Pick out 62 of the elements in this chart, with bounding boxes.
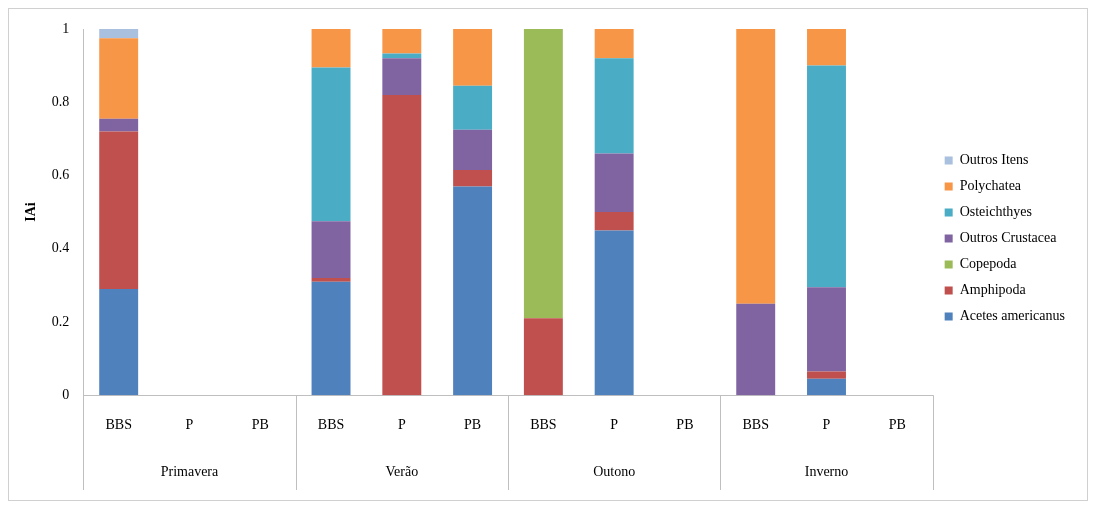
x-tick-label: PB — [251, 417, 269, 433]
x-tick-label: P — [397, 417, 406, 433]
legend-label: Outros Itens — [959, 152, 1029, 168]
bar — [99, 118, 139, 132]
x-tick-label: PB — [888, 417, 906, 433]
text: Outono — [593, 463, 636, 479]
y-tick-label: 1 — [62, 20, 70, 36]
x-tick-label: PB — [676, 417, 694, 433]
bar — [99, 29, 139, 39]
bar — [382, 29, 422, 54]
bar — [807, 287, 846, 372]
y-tick-label: 0.4 — [51, 240, 70, 256]
legend-label: Acetes americanus — [959, 308, 1066, 324]
bar — [99, 289, 139, 396]
x-tick-label: P — [610, 417, 619, 433]
bar — [807, 371, 846, 379]
legend-label: Outros Crustacea — [959, 230, 1058, 246]
legend-label: Amphipoda — [959, 282, 1027, 298]
bar — [99, 38, 139, 119]
x-tick-label: BBS — [742, 417, 769, 433]
bar — [99, 131, 139, 289]
bar — [311, 278, 351, 282]
x-tick-label: BBS — [530, 417, 557, 433]
bar — [453, 129, 493, 170]
bar — [453, 29, 493, 86]
x-tick-label: P — [822, 417, 831, 433]
y-tick-label: 0 — [62, 386, 70, 402]
bar — [807, 65, 846, 288]
bar — [311, 281, 351, 396]
x-tick-label: PB — [464, 417, 482, 433]
bar — [594, 58, 634, 154]
bar — [453, 169, 493, 187]
bar — [594, 212, 634, 231]
bar — [523, 29, 563, 319]
bar — [807, 29, 846, 66]
y-tick-label: 0.2 — [51, 313, 70, 329]
text: Primavera — [160, 463, 220, 479]
bar — [736, 29, 776, 304]
x-tick-label: BBS — [105, 417, 132, 433]
text: Verão — [385, 463, 419, 479]
bar — [311, 67, 351, 222]
bar — [594, 153, 634, 213]
y-axis-title: IAi — [23, 202, 39, 222]
text: Inverno — [804, 463, 849, 479]
x-tick-label: P — [185, 417, 194, 433]
bar — [311, 29, 351, 68]
legend-label: Polychatea — [959, 178, 1022, 194]
bar — [453, 186, 493, 396]
bar — [523, 318, 563, 396]
bar — [382, 58, 422, 95]
y-tick-label: 0.8 — [51, 93, 70, 109]
legend-label: Osteichthyes — [959, 204, 1032, 220]
x-tick-label: BBS — [317, 417, 345, 433]
bar — [807, 378, 846, 396]
bar — [594, 230, 634, 396]
bar — [736, 303, 776, 396]
bar — [453, 85, 493, 130]
bar — [382, 94, 422, 396]
y-tick-label: 0.6 — [51, 167, 70, 183]
bar — [594, 29, 634, 59]
legend-label: Copepoda — [959, 256, 1018, 272]
bar — [311, 221, 351, 279]
